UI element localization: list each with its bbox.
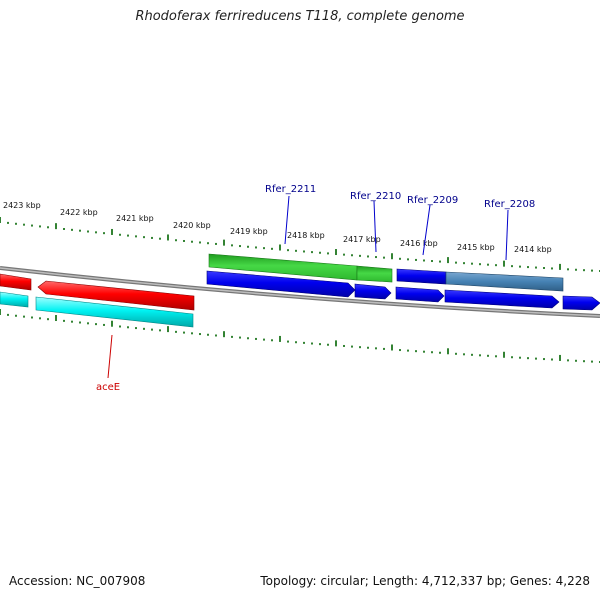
scale-label: 2418 kbp — [287, 231, 325, 240]
leader-line — [505, 209, 509, 261]
gene-blue-5[interactable] — [562, 295, 600, 311]
scale-label: 2423 kbp — [3, 201, 41, 210]
gene-Rfer_2210[interactable] — [356, 265, 393, 283]
gene-label-Rfer_2208[interactable]: Rfer_2208 — [484, 199, 535, 210]
topology-text: Topology: circular; Length: 4,712,337 bp… — [260, 574, 590, 588]
gene-blue-3[interactable] — [395, 286, 445, 303]
scale-label: 2415 kbp — [457, 243, 495, 252]
lower-scale-ticks — [0, 309, 600, 363]
gene-blue-2[interactable] — [354, 283, 392, 300]
scale-label: 2419 kbp — [230, 227, 268, 236]
gene-label-Rfer_2211[interactable]: Rfer_2211 — [265, 184, 316, 195]
gene-red-forward[interactable] — [0, 273, 32, 291]
scale-label: 2422 kbp — [60, 208, 98, 217]
gene-cyan[interactable] — [35, 296, 194, 328]
gene-blue-1[interactable] — [206, 270, 356, 298]
gene-blue-4[interactable] — [444, 289, 560, 309]
leader-line — [107, 334, 113, 379]
scale-label: 2420 kbp — [173, 221, 211, 230]
accession-text: Accession: NC_007908 — [9, 574, 146, 588]
gene-aceE[interactable] — [37, 280, 195, 311]
leader-line — [284, 195, 290, 245]
upper-scale-ticks — [0, 217, 600, 272]
map-title: Rhodoferax ferrireducens T118, complete … — [135, 9, 465, 24]
scale-label: 2421 kbp — [116, 214, 154, 223]
gene-label-Rfer_2210[interactable]: Rfer_2210 — [350, 191, 401, 202]
scale-label: 2414 kbp — [514, 245, 552, 254]
scale-label: 2417 kbp — [343, 235, 381, 244]
gene-Rfer_2209[interactable] — [396, 268, 447, 285]
leader-line — [373, 200, 377, 253]
gene-Rfer_2208[interactable] — [445, 271, 564, 292]
gene-label-Rfer_2209[interactable]: Rfer_2209 — [407, 195, 458, 206]
scale-label: 2416 kbp — [400, 239, 438, 248]
genome-backbone-highlight — [0, 267, 600, 317]
gene-cyan-left[interactable] — [0, 291, 29, 308]
gene-label-aceE[interactable]: aceE — [96, 382, 120, 393]
leader-line — [422, 204, 431, 256]
